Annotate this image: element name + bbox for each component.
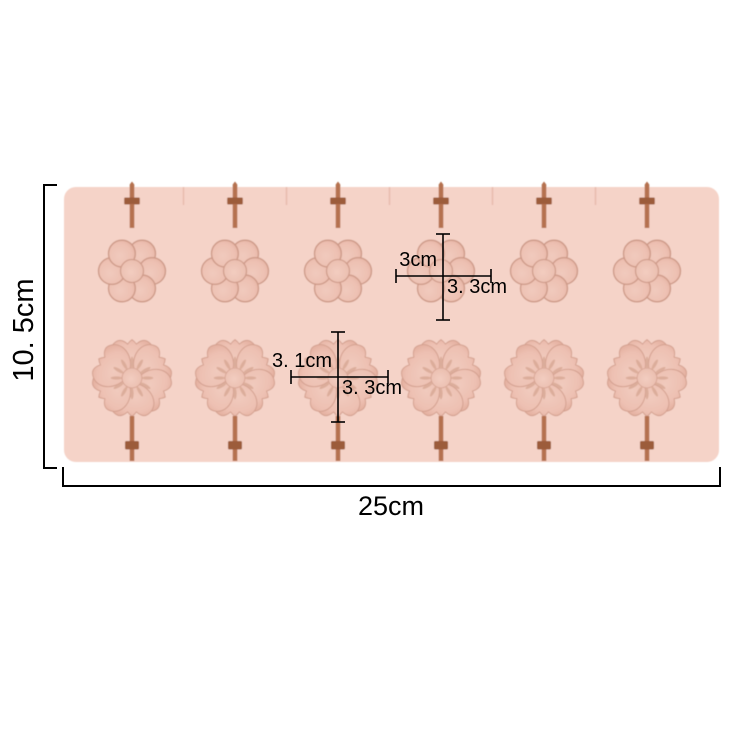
svg-text:3. 3cm: 3. 3cm (342, 377, 402, 399)
svg-text:25cm: 25cm (358, 491, 424, 521)
svg-text:3cm: 3cm (399, 249, 437, 271)
svg-text:3. 3cm: 3. 3cm (447, 276, 507, 298)
svg-text:3. 1cm: 3. 1cm (272, 350, 332, 372)
svg-text:10. 5cm: 10. 5cm (8, 278, 40, 381)
